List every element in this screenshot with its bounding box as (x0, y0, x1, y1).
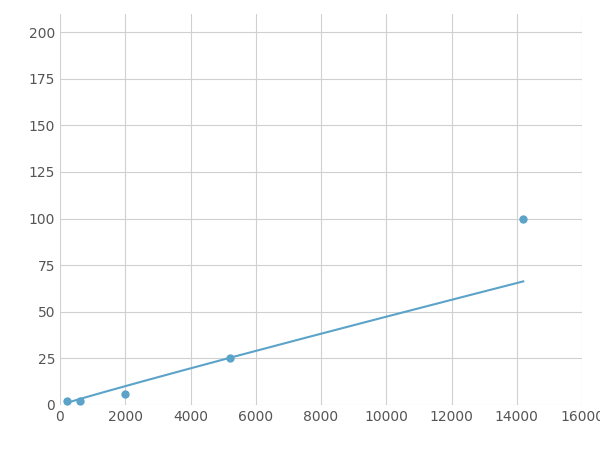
Point (75, 398, 85, 405)
Point (518, 215, 528, 222)
Point (121, 390, 130, 397)
Point (225, 355, 235, 362)
Point (62, 398, 71, 405)
